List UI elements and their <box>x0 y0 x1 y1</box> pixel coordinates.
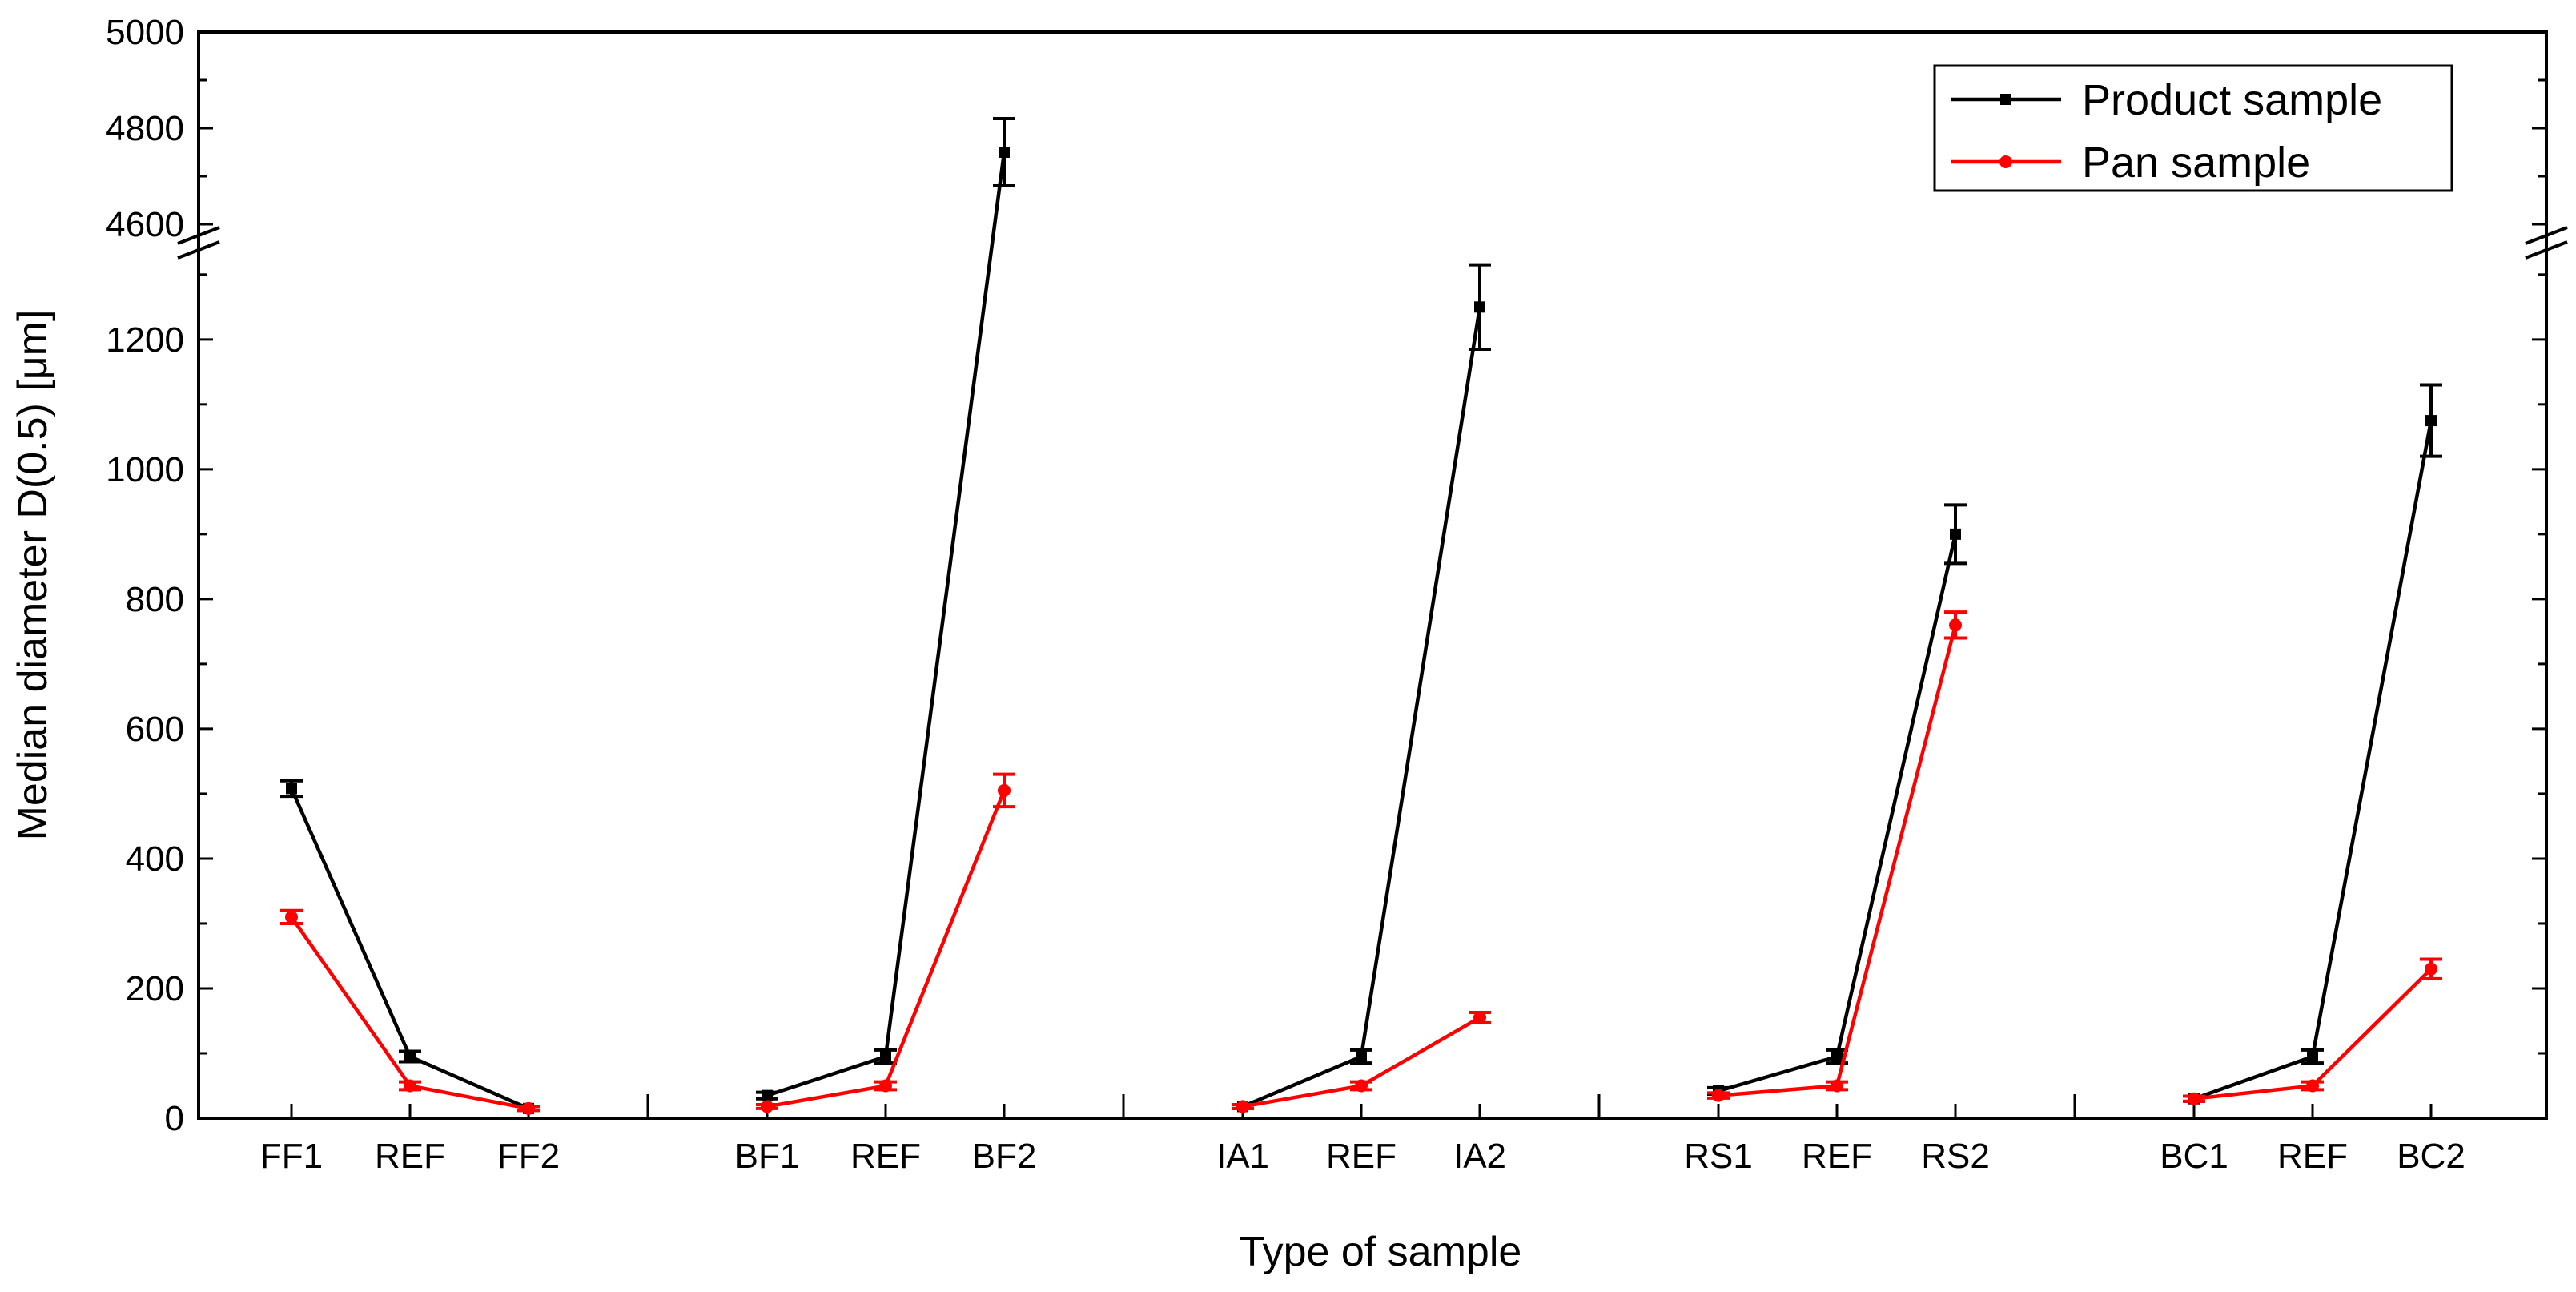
right-axis-break-slash-1 <box>2525 226 2568 245</box>
legend-box <box>1933 64 2453 192</box>
y-axis-title: Median diameter D(0.5) [μm] <box>10 310 56 841</box>
data-point <box>1949 618 1962 632</box>
x-tick-label: REF <box>850 1137 921 1176</box>
x-tick-label: REF <box>2277 1137 2348 1176</box>
plot-frame <box>197 30 2548 1120</box>
data-point <box>998 783 1011 797</box>
y-tick-label: 200 <box>126 969 184 1008</box>
x-tick-label: REF <box>375 1137 445 1176</box>
x-tick-label: IA1 <box>1216 1137 1269 1176</box>
data-point <box>761 1100 774 1113</box>
legend-label: Product sample <box>2082 76 2382 124</box>
x-tick-label: IA2 <box>1453 1137 1506 1176</box>
series-line <box>2193 968 2433 1101</box>
series-pan-sample <box>280 610 2442 1115</box>
data-point <box>879 1079 892 1093</box>
series-line <box>766 151 1007 1097</box>
data-point <box>1473 1011 1486 1024</box>
x-tick-label: FF2 <box>497 1137 560 1176</box>
data-point <box>1474 301 1485 313</box>
left-axis-break-slash-2 <box>177 240 220 260</box>
data-point <box>2425 962 2437 976</box>
data-point <box>999 147 1010 158</box>
y-tick-label: 1000 <box>106 450 184 489</box>
x-tick-label: REF <box>1802 1137 1872 1176</box>
x-tick-label: BC1 <box>2160 1137 2228 1176</box>
x-tick-label: BC2 <box>2397 1137 2465 1176</box>
data-point <box>1831 1079 1843 1093</box>
data-point <box>1236 1100 1249 1113</box>
legend-label: Pan sample <box>2082 139 2310 187</box>
data-point <box>2307 1051 2318 1063</box>
series-line <box>1242 306 1482 1109</box>
legend-marker <box>2000 94 2011 105</box>
legend: Product sample Pan sample <box>1933 64 2453 192</box>
data-point <box>1831 1051 1843 1063</box>
data-point <box>2425 415 2437 427</box>
legend-marker <box>1999 155 2012 168</box>
data-point <box>762 1089 773 1101</box>
y-tick-label: 0 <box>165 1099 184 1138</box>
y-tick-label: 600 <box>126 710 184 749</box>
y-tick-label: 4800 <box>106 109 184 148</box>
series-line <box>2193 420 2433 1101</box>
data-point <box>1355 1079 1368 1093</box>
data-point <box>1356 1051 1367 1063</box>
x-tick-label: BF1 <box>735 1137 800 1176</box>
y-tick-label: 1200 <box>106 320 184 360</box>
series-line <box>1718 533 1958 1093</box>
x-tick-label: REF <box>1326 1137 1397 1176</box>
x-tick-label: RS1 <box>1684 1137 1753 1176</box>
right-axis-break-slash-2 <box>2525 240 2568 260</box>
series-product-sample <box>280 117 2442 1114</box>
y-tick-label: 800 <box>126 580 184 619</box>
x-tick-label: FF1 <box>260 1137 323 1176</box>
x-tick-label: RS2 <box>1921 1137 1990 1176</box>
data-point <box>2306 1079 2319 1093</box>
data-point <box>1712 1089 1725 1102</box>
y-tick-label: 400 <box>126 839 184 879</box>
x-axis-title: Type of sample <box>1240 1229 1522 1275</box>
data-point <box>286 783 297 795</box>
y-tick-label: 5000 <box>106 13 184 52</box>
data-point <box>285 910 298 924</box>
y-tick-label: 4600 <box>106 205 184 244</box>
x-tick-label: BF2 <box>972 1137 1037 1176</box>
data-point <box>404 1079 416 1093</box>
left-axis-break-slash-1 <box>177 226 220 245</box>
data-point <box>404 1051 416 1063</box>
data-point <box>522 1101 535 1115</box>
data-point <box>880 1051 891 1063</box>
data-point <box>1950 528 1961 540</box>
data-point <box>2188 1092 2200 1105</box>
